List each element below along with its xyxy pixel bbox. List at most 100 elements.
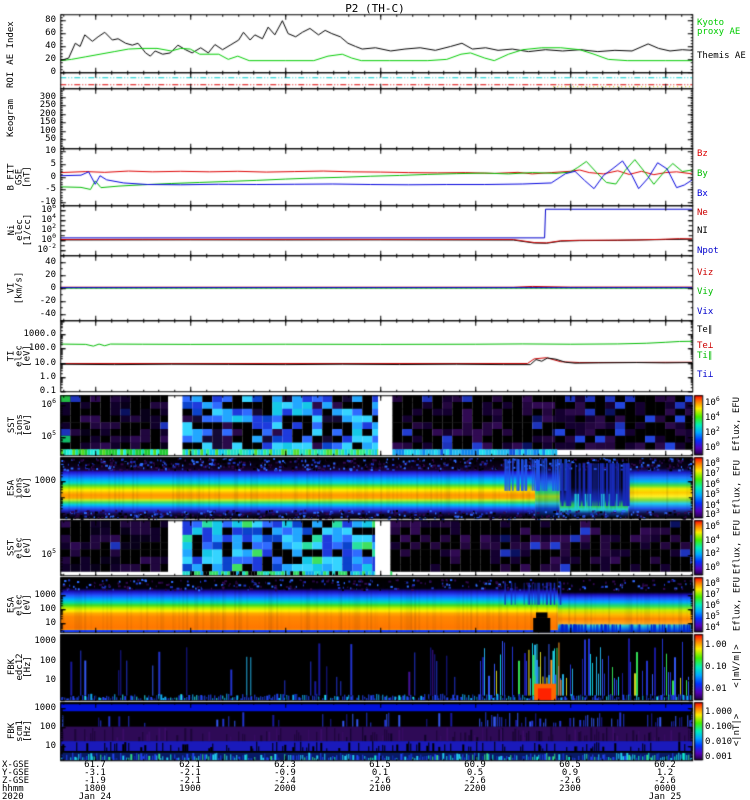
y-tick-label: 10 [45, 675, 56, 686]
pos-z-gse-2000: -2.4 [274, 776, 296, 786]
y-tick-label: 104 [41, 212, 56, 225]
y-tick-label: 10 [45, 617, 56, 628]
pos-x-gse-1800: 61.7 [84, 760, 106, 770]
y-tick-label: 250 [39, 100, 56, 111]
y-tick-label: -20 [39, 295, 56, 306]
series-label-temp-2: Ti∥ [697, 351, 713, 361]
pos-x-gse-2300: 60.5 [559, 760, 581, 770]
series-label-ni-1: NI [697, 226, 708, 236]
y-tick-label: 1000 [34, 703, 56, 714]
colorbar-tick-sst_e-0: 106 [705, 518, 720, 532]
pos-x-gse-0000: 60.2 [654, 760, 676, 770]
y-tick-label: 0 [50, 282, 56, 293]
y-tick-label: 150 [39, 117, 56, 128]
y-tick-label: -5 [45, 184, 56, 195]
y-tick-label: 106 [41, 396, 56, 410]
colorbar-tick-fbk_e-0: 1.00 [705, 640, 727, 651]
colorbar-tick-esa_i-2: 106 [705, 476, 720, 490]
y-tick-label: 20 [45, 269, 56, 280]
y-tick-label: 40 [45, 256, 56, 267]
y-tick-label: 100 [39, 722, 56, 733]
y-tick-label: 1.0 [39, 371, 56, 382]
y-tick-label: 105 [41, 429, 56, 443]
series-label-vi-2: Vix [697, 307, 714, 317]
time-tick-2000: 2000 [274, 784, 296, 794]
y-tick-label: 100 [39, 125, 56, 136]
time-tick-0000: 0000 [654, 784, 676, 794]
colorbar-tick-fbk_s-2: 0.010 [705, 737, 733, 748]
colorbar-tick-sst_i-2: 102 [705, 424, 720, 438]
y-tick-label: 102 [41, 222, 56, 235]
colorbar-title-fbk_e: <|mV/m|> [732, 644, 742, 688]
panel-ylabel-bfit: B FIT GSE [nT] [6, 162, 33, 191]
pos-y-gse-0000: 1.2 [656, 768, 674, 778]
y-tick-label: 10 [45, 741, 56, 751]
pos-z-gse-1800: -1.9 [84, 776, 106, 786]
panel-ylabel-ni: Ni elec [1/cc] [6, 213, 33, 247]
series-label-vi-0: Viz [697, 268, 714, 278]
time-tick-1800: 1800 [84, 784, 106, 794]
axis-row-header-3: hhmm [2, 784, 24, 794]
y-tick-label: 100.0 [28, 343, 56, 354]
y-tick-label: 10.0 [34, 357, 56, 368]
colorbar-tick-sst_i-1: 104 [705, 409, 720, 423]
axis-row-header-0: X-GSE [2, 760, 30, 770]
panel-ylabel-esa_i: ESA ions [eV] [6, 476, 33, 499]
legend-ae-2: Themis AE [697, 51, 746, 61]
panel-ylabel-sst_e: SST elec [eV] [6, 536, 33, 559]
y-tick-label: 80 [45, 15, 56, 26]
y-tick-label: 0 [50, 67, 56, 77]
axis-row-header-4: 2020 [2, 792, 24, 800]
pos-y-gse-1800: -3.1 [84, 768, 106, 778]
panel-ylabel-fbk_e: FBK edc12 [Hz] [6, 653, 33, 681]
panel-ylabel-sst_i: SST ions [eV] [6, 414, 33, 436]
colorbar-tick-fbk_s-0: 1.000 [705, 706, 733, 717]
colorbar-title-esa_e: Eflux, EFU [732, 576, 742, 631]
colorbar-tick-sst_e-2: 102 [705, 546, 720, 560]
y-tick-label: 1000 [34, 475, 56, 486]
time-tick-1900: 1900 [179, 784, 201, 794]
colorbar-tick-sst_i-3: 100 [705, 439, 720, 453]
series-label-ni-0: Ne [697, 208, 708, 218]
y-tick-label: 100 [41, 232, 56, 245]
series-label-bfit-1: By [697, 169, 708, 179]
colorbar-tick-esa_e-3: 105 [705, 608, 720, 622]
series-label-temp-3: Ti⊥ [697, 370, 714, 380]
panel-ylabel-esa_e: ESA elec [eV] [6, 593, 33, 616]
panel-ylabel-fbk_s: FBK scm1 [Hz] [6, 720, 33, 742]
y-tick-label: 1000.0 [23, 329, 56, 340]
colorbar-tick-esa_i-4: 104 [705, 497, 720, 511]
y-tick-label: 200 [39, 108, 56, 119]
axis-row-header-2: Z-GSE [2, 776, 30, 786]
colorbar-tick-fbk_s-1: 0.100 [705, 721, 733, 732]
y-tick-label: 60 [45, 28, 56, 39]
pos-y-gse-2300: 0.9 [561, 768, 579, 778]
pos-y-gse-2000: -0.9 [274, 768, 296, 778]
y-tick-label: 10 [45, 145, 56, 156]
colorbar-tick-sst_i-0: 106 [705, 394, 720, 408]
series-label-bfit-2: Bx [697, 189, 708, 199]
series-label-vi-1: Viy [697, 287, 714, 297]
y-tick-label: 5 [50, 158, 56, 169]
colorbar-tick-sst_e-3: 100 [705, 560, 720, 574]
panel-ylabel-roi: ROI [5, 71, 16, 88]
pos-z-gse-2100: -2.6 [369, 776, 391, 786]
series-label-temp-1: Te⊥ [697, 341, 714, 351]
colorbar-tick-esa_e-4: 104 [705, 619, 720, 633]
pos-x-gse-2200: 60.9 [464, 760, 486, 770]
colorbar-tick-esa_e-0: 108 [705, 575, 720, 589]
time-tick-2200: 2200 [464, 784, 486, 794]
panel-ylabel-keo: Keogram [5, 99, 16, 137]
colorbar-title-sst_i: Eflux, EFU [732, 396, 742, 452]
colorbar-tick-esa_i-3: 105 [705, 487, 720, 501]
y-tick-label: 105 [41, 546, 56, 560]
panel-ylabel-ae: AE Index [5, 21, 16, 65]
pos-z-gse-2300: -2.6 [559, 776, 581, 786]
series-label-bfit-0: Bz [697, 149, 708, 159]
colorbar-tick-fbk_e-2: 0.01 [705, 683, 727, 694]
legend-ae-0: Kyoto [697, 18, 725, 28]
y-tick-label: 300 [39, 91, 56, 102]
colorbar-tick-sst_e-1: 104 [705, 532, 720, 546]
